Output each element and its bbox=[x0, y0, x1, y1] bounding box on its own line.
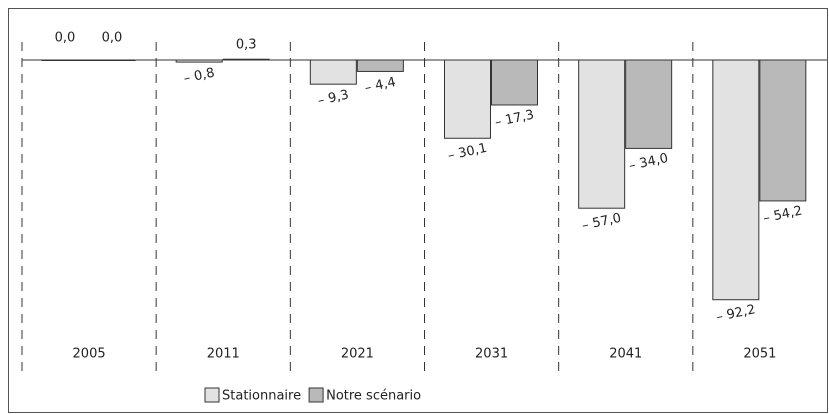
value-label: 0,3 bbox=[236, 38, 257, 53]
x-tick-label: 2051 bbox=[743, 347, 776, 362]
x-tick-label: 2011 bbox=[207, 347, 240, 362]
value-label: – 0,8 bbox=[182, 65, 216, 86]
bar bbox=[578, 59, 626, 209]
legend-swatch bbox=[204, 387, 220, 403]
value-label: – 34,0 bbox=[628, 151, 670, 174]
x-tick-label: 2005 bbox=[73, 347, 106, 362]
bar bbox=[491, 59, 538, 106]
bar bbox=[712, 59, 760, 301]
x-tick-label: 2041 bbox=[609, 347, 642, 362]
value-label: – 92,2 bbox=[715, 302, 757, 325]
value-label: – 30,1 bbox=[447, 141, 489, 164]
value-label: 0,0 bbox=[102, 31, 123, 46]
bar bbox=[625, 59, 673, 149]
bar bbox=[356, 59, 404, 72]
value-label: – 9,3 bbox=[316, 88, 350, 109]
value-label: 0,0 bbox=[55, 31, 76, 46]
legend-label: Stationnaire bbox=[222, 389, 301, 404]
x-tick-label: 2031 bbox=[475, 347, 508, 362]
value-label: – 54,2 bbox=[762, 203, 804, 226]
value-label: – 4,4 bbox=[363, 75, 397, 96]
bar bbox=[444, 59, 491, 139]
frame bbox=[8, 8, 828, 413]
legend-swatch bbox=[308, 387, 324, 403]
value-label: – 17,3 bbox=[494, 108, 536, 131]
value-label: – 57,0 bbox=[581, 211, 623, 234]
legend-label: Notre scénario bbox=[326, 389, 421, 404]
bar bbox=[309, 59, 357, 85]
bar bbox=[759, 59, 807, 202]
x-tick-label: 2021 bbox=[341, 347, 374, 362]
